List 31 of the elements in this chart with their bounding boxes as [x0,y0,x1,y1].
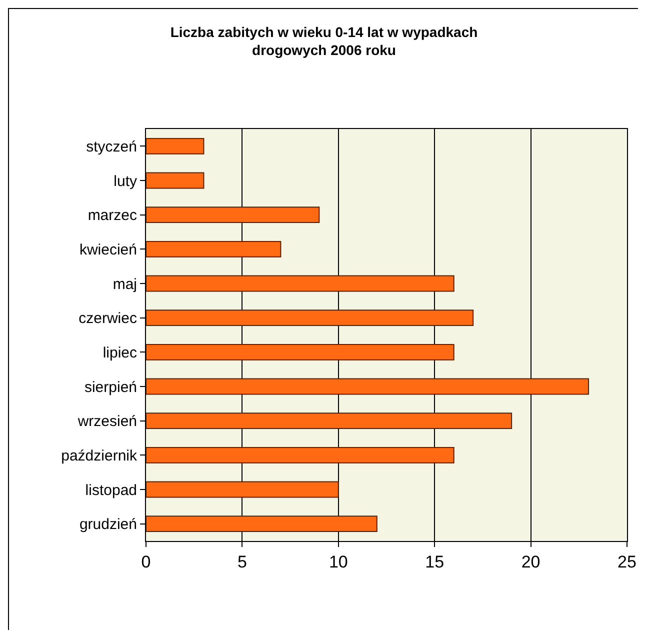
y-tick-label: grudzień [79,516,137,534]
bar [146,206,320,224]
x-tick-label: 5 [237,552,247,572]
y-tick-label: wrzesień [76,413,137,430]
bar [146,446,454,464]
x-tick-label: 15 [425,552,444,572]
chart-title: Liczba zabitych w wieku 0-14 lat w wypadkach drogowych 2006 roku [170,24,478,58]
y-tick-label: październik [61,447,138,464]
y-tick-label: styczeń [86,138,137,156]
x-tick-label: 0 [141,552,151,572]
x-tick-label: 20 [521,552,540,572]
bar [146,240,282,258]
bar [146,275,454,292]
bar [146,481,339,498]
bar [146,172,204,189]
bar [146,378,590,395]
y-tick-label: lipiec [102,344,138,362]
x-tick-label: 10 [328,552,348,572]
bar [146,310,474,326]
y-tick-label: maj [112,276,137,293]
x-tick-label: 25 [618,552,636,572]
y-tick-label: luty [114,172,138,190]
bar [146,344,454,360]
bar [146,516,378,532]
y-tick-label: marzec [88,207,138,224]
y-tick-label: czerwiec [78,310,138,328]
bar [146,412,512,430]
bar [146,138,204,154]
y-tick-label: sierpień [84,378,137,396]
y-tick-label: listopad [85,482,137,499]
y-tick-label: kwiecień [79,241,137,258]
